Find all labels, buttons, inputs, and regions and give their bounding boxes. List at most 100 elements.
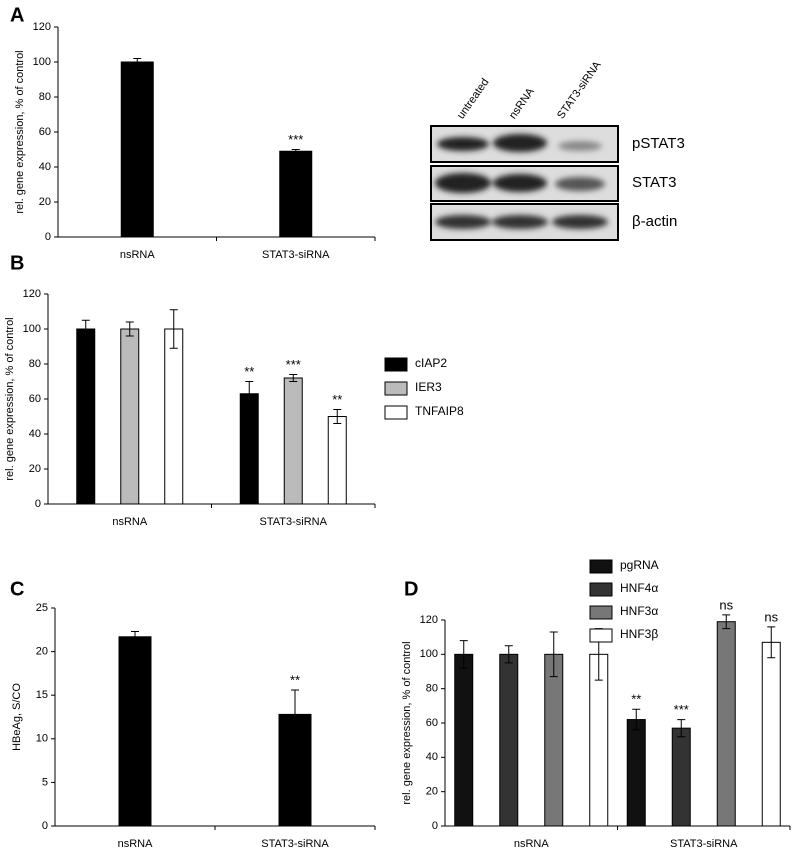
x-tick-label: nsRNA (514, 838, 550, 847)
legend-label: HNF3α (620, 604, 658, 618)
bar (76, 328, 96, 505)
y-tick-label: 10 (36, 733, 48, 745)
significance-label: ** (332, 392, 342, 407)
error-bar (291, 689, 299, 740)
legend-label: HNF3β (620, 627, 658, 641)
legend-swatch (589, 605, 613, 620)
y-tick-label: 80 (39, 91, 51, 103)
y-tick-label: 5 (42, 776, 48, 788)
error-bar (133, 58, 142, 66)
lane-label: untreated (455, 76, 491, 121)
y-tick-label: 0 (432, 820, 438, 832)
y-tick-label: 15 (36, 689, 48, 701)
error-bar (169, 309, 178, 349)
error-bar (677, 719, 686, 738)
error-bar (333, 409, 342, 424)
y-tick-label: 60 (39, 126, 51, 138)
panel-label: A (10, 4, 24, 26)
y-tick-label: 100 (420, 648, 438, 660)
panel-label: C (10, 578, 24, 600)
error-bar (81, 319, 90, 339)
y-tick-label: 20 (39, 196, 51, 208)
bar (164, 328, 184, 505)
error-bar (632, 708, 641, 731)
bar (239, 393, 259, 505)
legend-swatch (589, 628, 613, 643)
y-tick-label: 80 (29, 358, 41, 370)
significance-label: ns (719, 597, 733, 612)
legend-label: pgRNA (620, 558, 659, 572)
error-bar (291, 149, 300, 154)
error-bar (767, 626, 776, 659)
error-bar (549, 631, 558, 678)
blot-bands (435, 134, 608, 229)
y-tick-label: 20 (426, 786, 438, 798)
bar (118, 636, 152, 827)
bar (454, 653, 474, 827)
error-bar (289, 374, 298, 382)
row-label: pSTAT3 (632, 135, 685, 152)
y-axis-label: rel. gene expression, % of control (4, 317, 16, 480)
legend-swatch (384, 357, 408, 372)
bar (626, 719, 646, 827)
row-label: STAT3 (632, 174, 676, 191)
x-tick-label: STAT3-siRNA (262, 249, 330, 261)
error-bar (722, 614, 731, 630)
x-tick-label: STAT3-siRNA (670, 838, 738, 847)
legend-label: HNF4α (620, 581, 658, 595)
y-tick-label: 120 (23, 288, 41, 300)
error-bar (504, 645, 513, 664)
y-tick-label: 0 (42, 820, 48, 832)
y-tick-label: 25 (36, 602, 48, 614)
bar (120, 328, 140, 505)
error-bar (459, 640, 468, 669)
y-axis-label: rel. gene expression, % of control (14, 50, 26, 213)
significance-label: ns (764, 609, 778, 624)
y-tick-label: 80 (426, 683, 438, 695)
x-tick-label: STAT3-siRNA (261, 838, 329, 847)
bar (544, 653, 564, 827)
x-tick-label: nsRNA (118, 838, 154, 847)
y-tick-label: 100 (23, 323, 41, 335)
y-tick-label: 40 (426, 751, 438, 763)
bar (327, 416, 347, 505)
panel-label: B (10, 252, 24, 274)
significance-label: ** (631, 692, 641, 707)
significance-label: *** (288, 132, 303, 147)
bar (279, 150, 313, 238)
x-tick-label: STAT3-siRNA (260, 516, 328, 528)
y-tick-label: 100 (33, 56, 51, 68)
significance-label: *** (674, 702, 689, 717)
y-tick-label: 120 (33, 21, 51, 33)
bar (283, 377, 303, 505)
legend-label: IER3 (415, 380, 442, 394)
significance-label: ** (244, 364, 254, 379)
y-tick-label: 120 (420, 614, 438, 626)
error-bar (245, 381, 254, 407)
error-bar (125, 321, 134, 337)
y-tick-label: 0 (35, 498, 41, 510)
y-axis-label: rel. gene expression, % of control (401, 641, 413, 804)
y-tick-label: 60 (426, 717, 438, 729)
x-tick-label: nsRNA (112, 516, 148, 528)
legend-swatch (384, 405, 408, 420)
y-axis-label: HBeAg, S/CO (11, 683, 23, 751)
legend-swatch (589, 582, 613, 597)
bar (716, 621, 736, 827)
y-tick-label: 60 (29, 393, 41, 405)
western-blot: untreated nsRNA STAT3-siRNA pSTAT3 STAT3… (430, 59, 685, 241)
panel-label: D (404, 578, 418, 600)
bar (120, 61, 154, 238)
y-tick-label: 20 (29, 463, 41, 475)
significance-label: *** (286, 357, 301, 372)
bar (761, 641, 781, 827)
y-tick-label: 0 (45, 231, 51, 243)
lane-label: nsRNA (507, 85, 537, 121)
bar (671, 727, 691, 827)
y-tick-label: 20 (36, 646, 48, 658)
legend-swatch (589, 559, 613, 574)
lane-label: STAT3-siRNA (555, 59, 604, 122)
legend-label: TNFAIP8 (415, 404, 464, 418)
bar (499, 653, 519, 827)
